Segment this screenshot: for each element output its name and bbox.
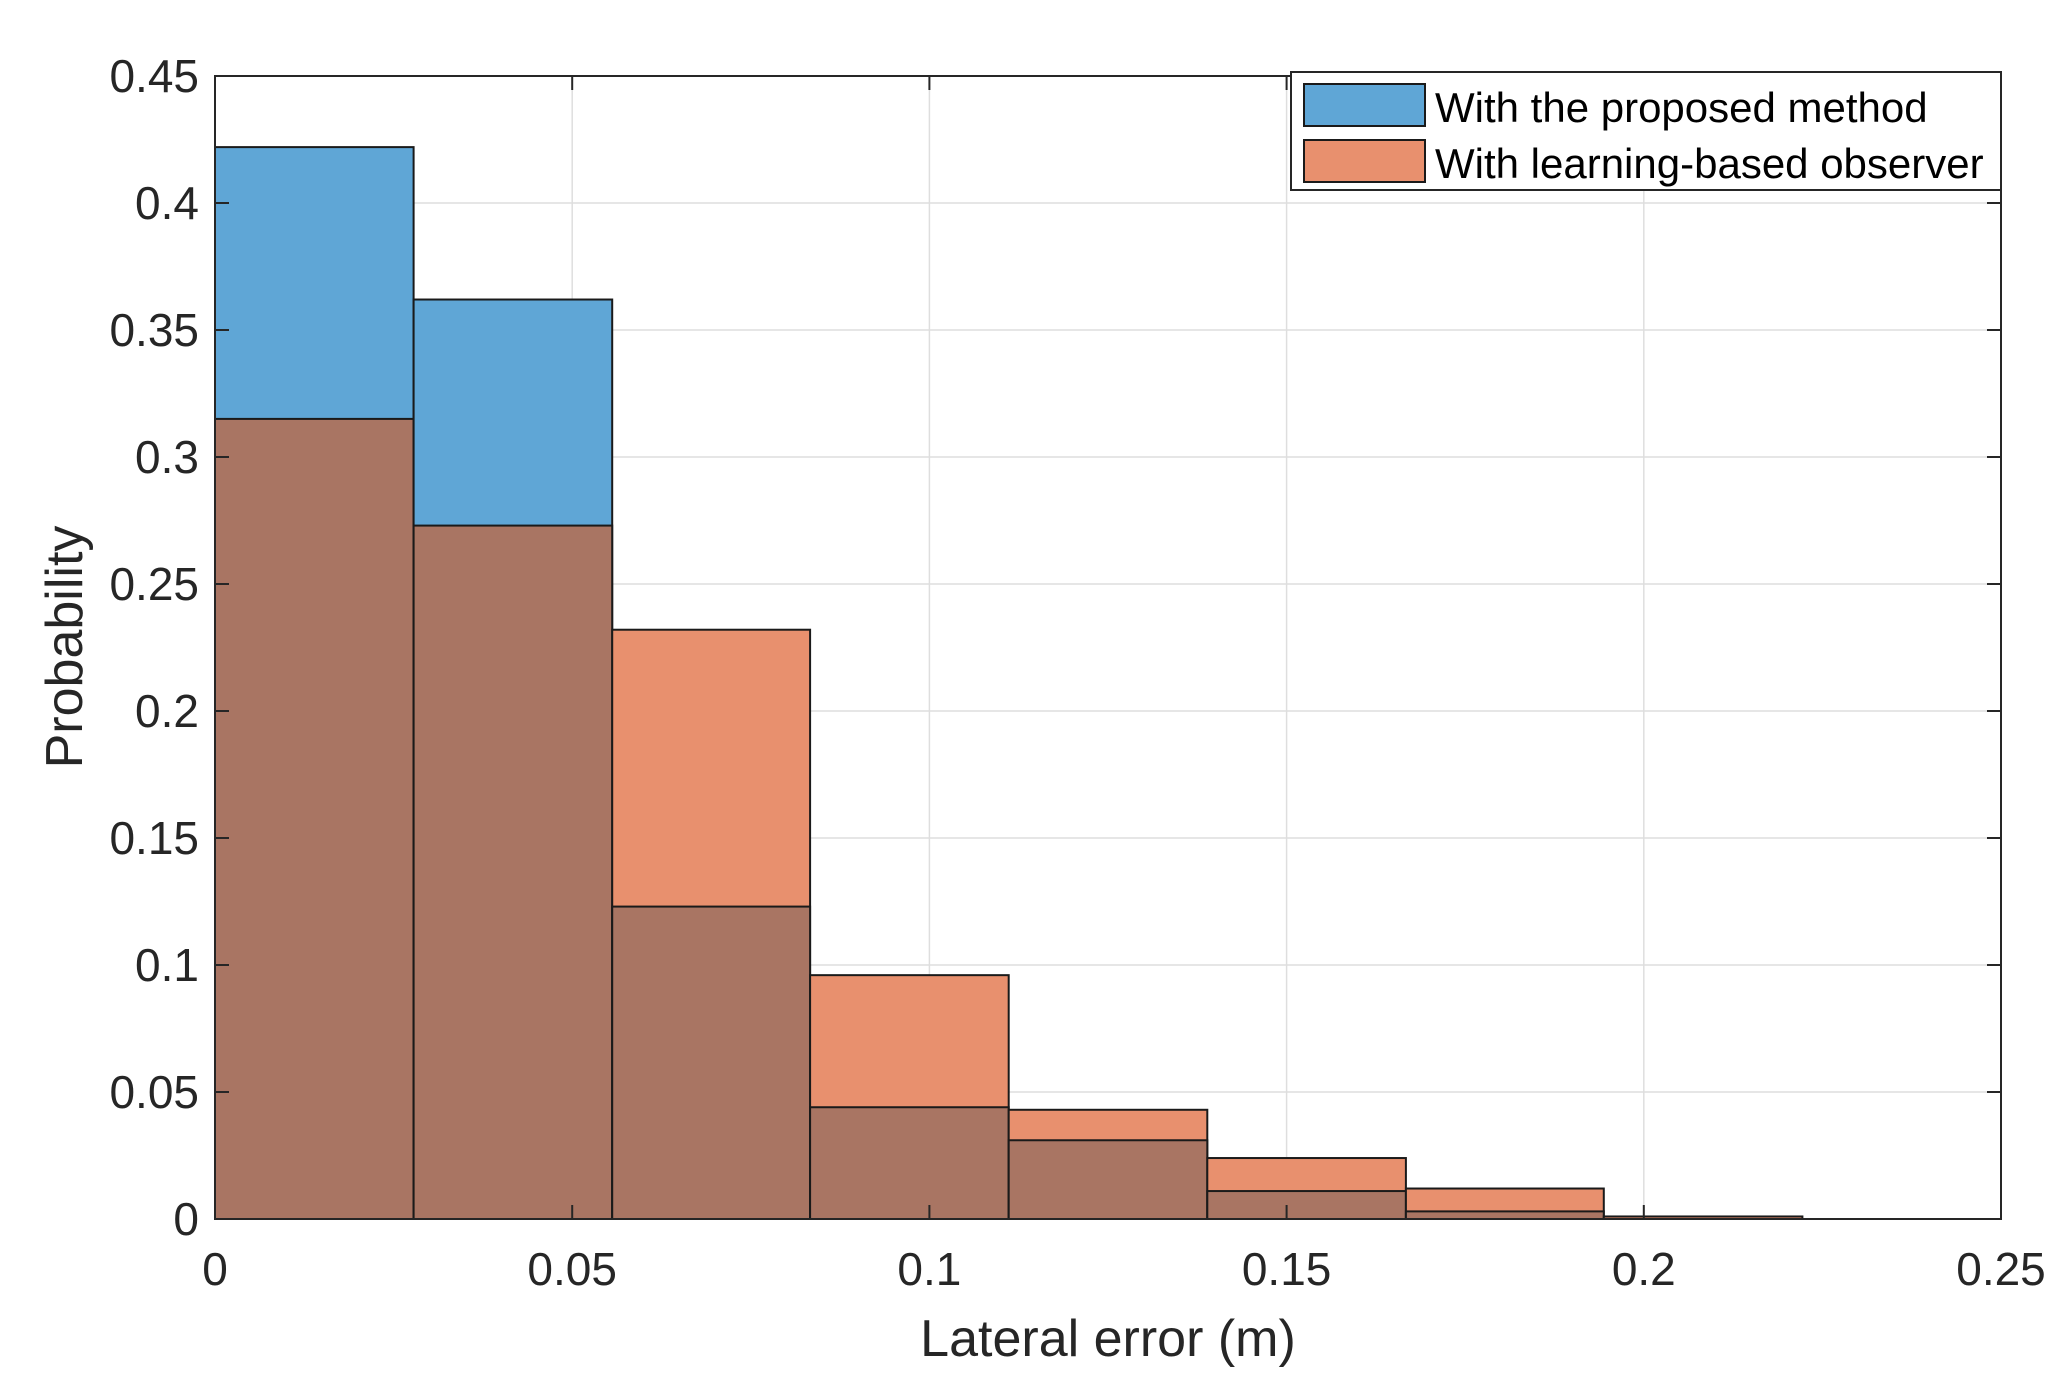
legend-label-learning-based: With learning-based observer — [1435, 140, 1984, 187]
bar-proposed-bin-7 — [1404, 1210, 1605, 1221]
legend-swatch-learning-based — [1303, 139, 1426, 183]
x-tick-label: 0.05 — [527, 1243, 617, 1295]
y-tick-label: 0.2 — [135, 685, 199, 737]
legend-swatch-proposed — [1303, 83, 1426, 127]
bar-proposed-bin-3 — [611, 905, 812, 1221]
axes-box — [214, 75, 2002, 1220]
bar-proposed-bin-6 — [1206, 1190, 1407, 1221]
y-tick-label: 0.05 — [109, 1066, 199, 1118]
x-tick-label: 0.2 — [1612, 1243, 1676, 1295]
bar-proposed-bin-4 — [809, 1106, 1010, 1220]
x-tick-labels: 0 0.05 0.1 0.15 0.2 0.25 — [202, 1243, 2046, 1295]
histogram-bars — [214, 146, 1804, 1221]
bar-learning-based-bin-2 — [412, 524, 614, 1220]
bar-proposed-bin-5 — [1007, 1139, 1209, 1221]
y-tick-labels: 0 0.05 0.1 0.15 0.2 0.25 0.3 0.35 0.4 0.45 — [109, 50, 199, 1245]
legend: With the proposed method With learning-b… — [1290, 71, 2002, 191]
x-tick-label: 0 — [202, 1243, 228, 1295]
y-tick-label: 0.1 — [135, 939, 199, 991]
bar-learning-based-bin-1 — [214, 417, 415, 1220]
x-tick-label: 0.25 — [1956, 1243, 2046, 1295]
legend-label-proposed: With the proposed method — [1435, 84, 1928, 131]
y-tick-label: 0.15 — [109, 812, 199, 864]
y-tick-label: 0.35 — [109, 304, 199, 356]
x-axis-title: Lateral error (m) — [920, 1310, 1296, 1368]
x-tick-label: 0.1 — [897, 1243, 961, 1295]
y-tick-label: 0.45 — [109, 50, 199, 102]
y-axis-title: Probability — [36, 526, 94, 769]
y-tick-label: 0.3 — [135, 431, 199, 483]
y-tick-label: 0.25 — [109, 558, 199, 610]
y-tick-label: 0.4 — [135, 177, 199, 229]
y-tick-label: 0 — [173, 1193, 199, 1245]
x-tick-label: 0.15 — [1242, 1243, 1332, 1295]
